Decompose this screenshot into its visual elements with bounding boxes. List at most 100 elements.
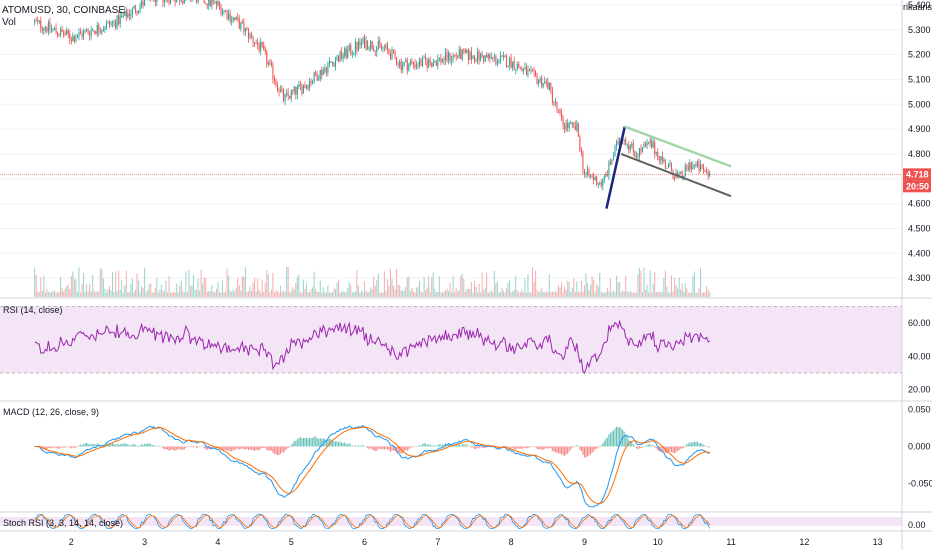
candle-body (122, 15, 124, 17)
macd-hist-bar (483, 446, 485, 449)
flag-pole-line[interactable] (605, 126, 626, 209)
macd-hist-bar (281, 446, 283, 453)
candle-body (550, 83, 552, 90)
volume-bar (69, 289, 71, 297)
candle-body (319, 70, 321, 80)
macd-hist-bar (397, 446, 399, 454)
macd-hist-bar (319, 438, 321, 447)
macd-hist-bar (551, 446, 553, 451)
volume-bar (235, 287, 237, 297)
candle-body (336, 56, 338, 61)
volume-bar (232, 289, 234, 297)
candle-body (289, 95, 291, 99)
candle-body (264, 49, 266, 52)
volume-bar (55, 292, 57, 297)
volume-bar (548, 274, 550, 297)
macd-hist-bar (695, 442, 697, 447)
candle-body (635, 156, 637, 158)
rsi-pane[interactable]: RSI (14, close) 60.00 40.00 20.00 (0, 305, 931, 395)
candle-body (403, 62, 405, 66)
macd-hist-bar (567, 446, 569, 454)
candle-body (363, 37, 366, 48)
candle-body (634, 151, 636, 157)
volume-bar (687, 292, 689, 297)
macd-hist-bar (278, 446, 280, 456)
macd-hist-bar (608, 434, 610, 447)
candle-body (298, 84, 300, 87)
candle-body (501, 55, 503, 57)
volume-bar (168, 276, 170, 297)
candle-body (467, 49, 469, 61)
candle-body (590, 175, 592, 177)
macd-axis[interactable]: 0.050 0.000 -0.050 (908, 405, 932, 489)
candle-body (296, 86, 298, 95)
macd-hist-bar (423, 443, 425, 447)
candle-body (519, 68, 521, 70)
candle-body (525, 67, 527, 75)
macd-hist-bar (477, 446, 479, 448)
stoch-axis[interactable]: 0.00 (908, 520, 926, 530)
candle-body (460, 49, 462, 59)
rsi-axis[interactable]: 60.00 40.00 20.00 (908, 318, 931, 395)
candle-body (168, 0, 170, 4)
macd-hist-bar (591, 446, 593, 453)
volume-bar (133, 292, 135, 297)
flag-lower-line[interactable] (620, 153, 732, 198)
volume-bar (104, 288, 106, 297)
macd-hist-bar (707, 446, 709, 448)
time-axis[interactable]: 2 3 4 5 6 7 8 9 10 11 12 13 (69, 537, 883, 547)
candle-body (457, 56, 459, 58)
candle-body (391, 49, 393, 60)
volume-bar (628, 292, 630, 297)
candle-body (67, 30, 69, 35)
volume-bar (594, 292, 596, 297)
macd-hist-bar (86, 442, 88, 447)
candle-body (124, 10, 126, 16)
stoch-rsi-pane[interactable]: Stoch RSI (3, 3, 14, 14, close) 0.00 (0, 513, 926, 530)
volume-bar (461, 274, 463, 297)
candle-body (661, 156, 663, 161)
macd-hist-bar (191, 446, 193, 448)
flag-upper-line[interactable] (624, 125, 732, 168)
volume-bar (144, 267, 146, 297)
candle-body (689, 162, 691, 170)
macd-hist-bar (675, 446, 677, 453)
macd-hist-bar (177, 446, 179, 450)
macd-hist-bar (415, 446, 417, 447)
time-tick-label: 4 (215, 537, 220, 547)
macd-hist-bar (225, 446, 227, 450)
volume-bar (331, 292, 333, 297)
macd-hist-bar (261, 446, 263, 448)
macd-hist-bar (137, 446, 140, 447)
macd-hist-bar (370, 446, 372, 449)
candle-body (252, 36, 254, 43)
macd-hist-bar (321, 438, 323, 447)
volume-bar (661, 292, 663, 297)
price-axis[interactable]: 5.4005.3005.2005.1005.0004.9004.8004.700… (908, 0, 931, 283)
volume-bar (147, 289, 149, 297)
macd-hist-bar (119, 444, 121, 447)
candle-body (142, 0, 144, 6)
macd-pane[interactable]: MACD (12, 26, close, 9) 0.050 0.000 -0.050 (3, 405, 932, 508)
volume-bar (110, 290, 112, 297)
candle-body (35, 20, 37, 22)
macd-hist-bar (568, 446, 570, 452)
candle-body (599, 182, 601, 184)
volume-bar (689, 292, 691, 297)
volume-bar (397, 284, 399, 297)
volume-bar (105, 292, 107, 297)
macd-hist-bar (499, 446, 501, 448)
macd-hist-bar (674, 446, 676, 454)
volume-bar (38, 292, 40, 297)
macd-hist-bar (466, 444, 468, 447)
volume-bar (199, 290, 201, 297)
bull-flag-drawing[interactable] (605, 125, 732, 209)
volume-bar (344, 291, 346, 297)
volume-bar (312, 287, 314, 297)
volume-bar (431, 277, 433, 297)
macd-hist-bar (345, 443, 347, 447)
volume-bar (249, 286, 251, 297)
candle-body (309, 81, 311, 89)
price-pane[interactable]: ATOMUSD, 30, COINBASE Vol 5.400 5.300 5.20… (0, 0, 932, 297)
